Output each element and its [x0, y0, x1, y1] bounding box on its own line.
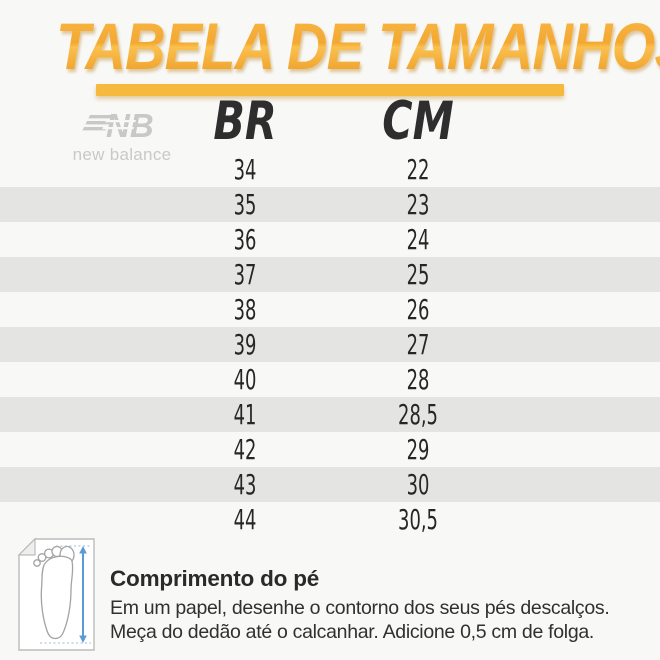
title-underline: [96, 84, 564, 96]
measure-arrow-icon: [40, 545, 91, 644]
table-row: 34 22: [0, 152, 660, 187]
svg-text:NB: NB: [106, 107, 154, 144]
instructions-body: Em um papel, desenhe o contorno dos seus…: [110, 597, 610, 644]
new-balance-logo: NB new balance: [72, 107, 172, 163]
column-header-br: BR: [213, 91, 277, 152]
cm-size-cell: 27: [406, 328, 430, 361]
table-row: 43 30: [0, 467, 660, 502]
foot-outline-icon: [33, 545, 75, 640]
column-header-cm: CM: [382, 91, 454, 152]
br-size-cell: 41: [233, 398, 257, 431]
br-size-cell: 42: [233, 433, 257, 466]
br-size-cell: 35: [233, 188, 257, 221]
cm-size-cell: 24: [406, 223, 430, 256]
table-row: 38 26: [0, 292, 660, 327]
size-table-header: BR CM: [0, 91, 660, 152]
table-row: 44 30,5: [0, 502, 660, 537]
cm-size-cell: 28,5: [398, 398, 438, 431]
foot-measurement-diagram: [12, 536, 102, 659]
table-row: 37 25: [0, 257, 660, 292]
table-row: 41 28,5: [0, 397, 660, 432]
nb-wordmark: new balance: [72, 145, 172, 164]
instructions-line1: Em um papel, desenhe o contorno dos seus…: [110, 597, 610, 619]
cm-size-cell: 26: [406, 293, 430, 326]
br-size-cell: 43: [233, 468, 257, 501]
br-size-cell: 44: [233, 503, 257, 536]
br-size-cell: 39: [233, 328, 257, 361]
table-row: 35 23: [0, 187, 660, 222]
instructions-heading: Comprimento do pé: [110, 566, 320, 591]
br-size-cell: 36: [233, 223, 257, 256]
table-row: 40 28: [0, 362, 660, 397]
cm-size-cell: 25: [406, 258, 430, 291]
page-title-wrap: TABELA DE TAMANHOS: [0, 13, 660, 79]
nb-monogram-icon: NB: [82, 107, 154, 144]
cm-size-cell: 30,5: [398, 503, 438, 536]
table-row: 36 24: [0, 222, 660, 257]
table-row: 39 27: [0, 327, 660, 362]
br-size-cell: 38: [233, 293, 257, 326]
cm-size-cell: 22: [406, 153, 430, 186]
br-size-cell: 37: [233, 258, 257, 291]
br-size-cell: 40: [233, 363, 257, 396]
cm-size-cell: 30: [406, 468, 430, 501]
table-row: 42 29: [0, 432, 660, 467]
cm-size-cell: 23: [406, 188, 430, 221]
size-table-rows: 34 22 35 23 36 24 37 25 38 26 39 27 40 28 41 28,5 42 29 43…: [0, 152, 660, 537]
cm-size-cell: 29: [406, 433, 430, 466]
br-size-cell: 34: [233, 153, 257, 186]
page-title: TABELA DE TAMANHOS: [56, 13, 660, 79]
cm-size-cell: 28: [406, 363, 430, 396]
instructions-line2: Meça do dedão até o calcanhar. Adicione …: [110, 620, 595, 643]
